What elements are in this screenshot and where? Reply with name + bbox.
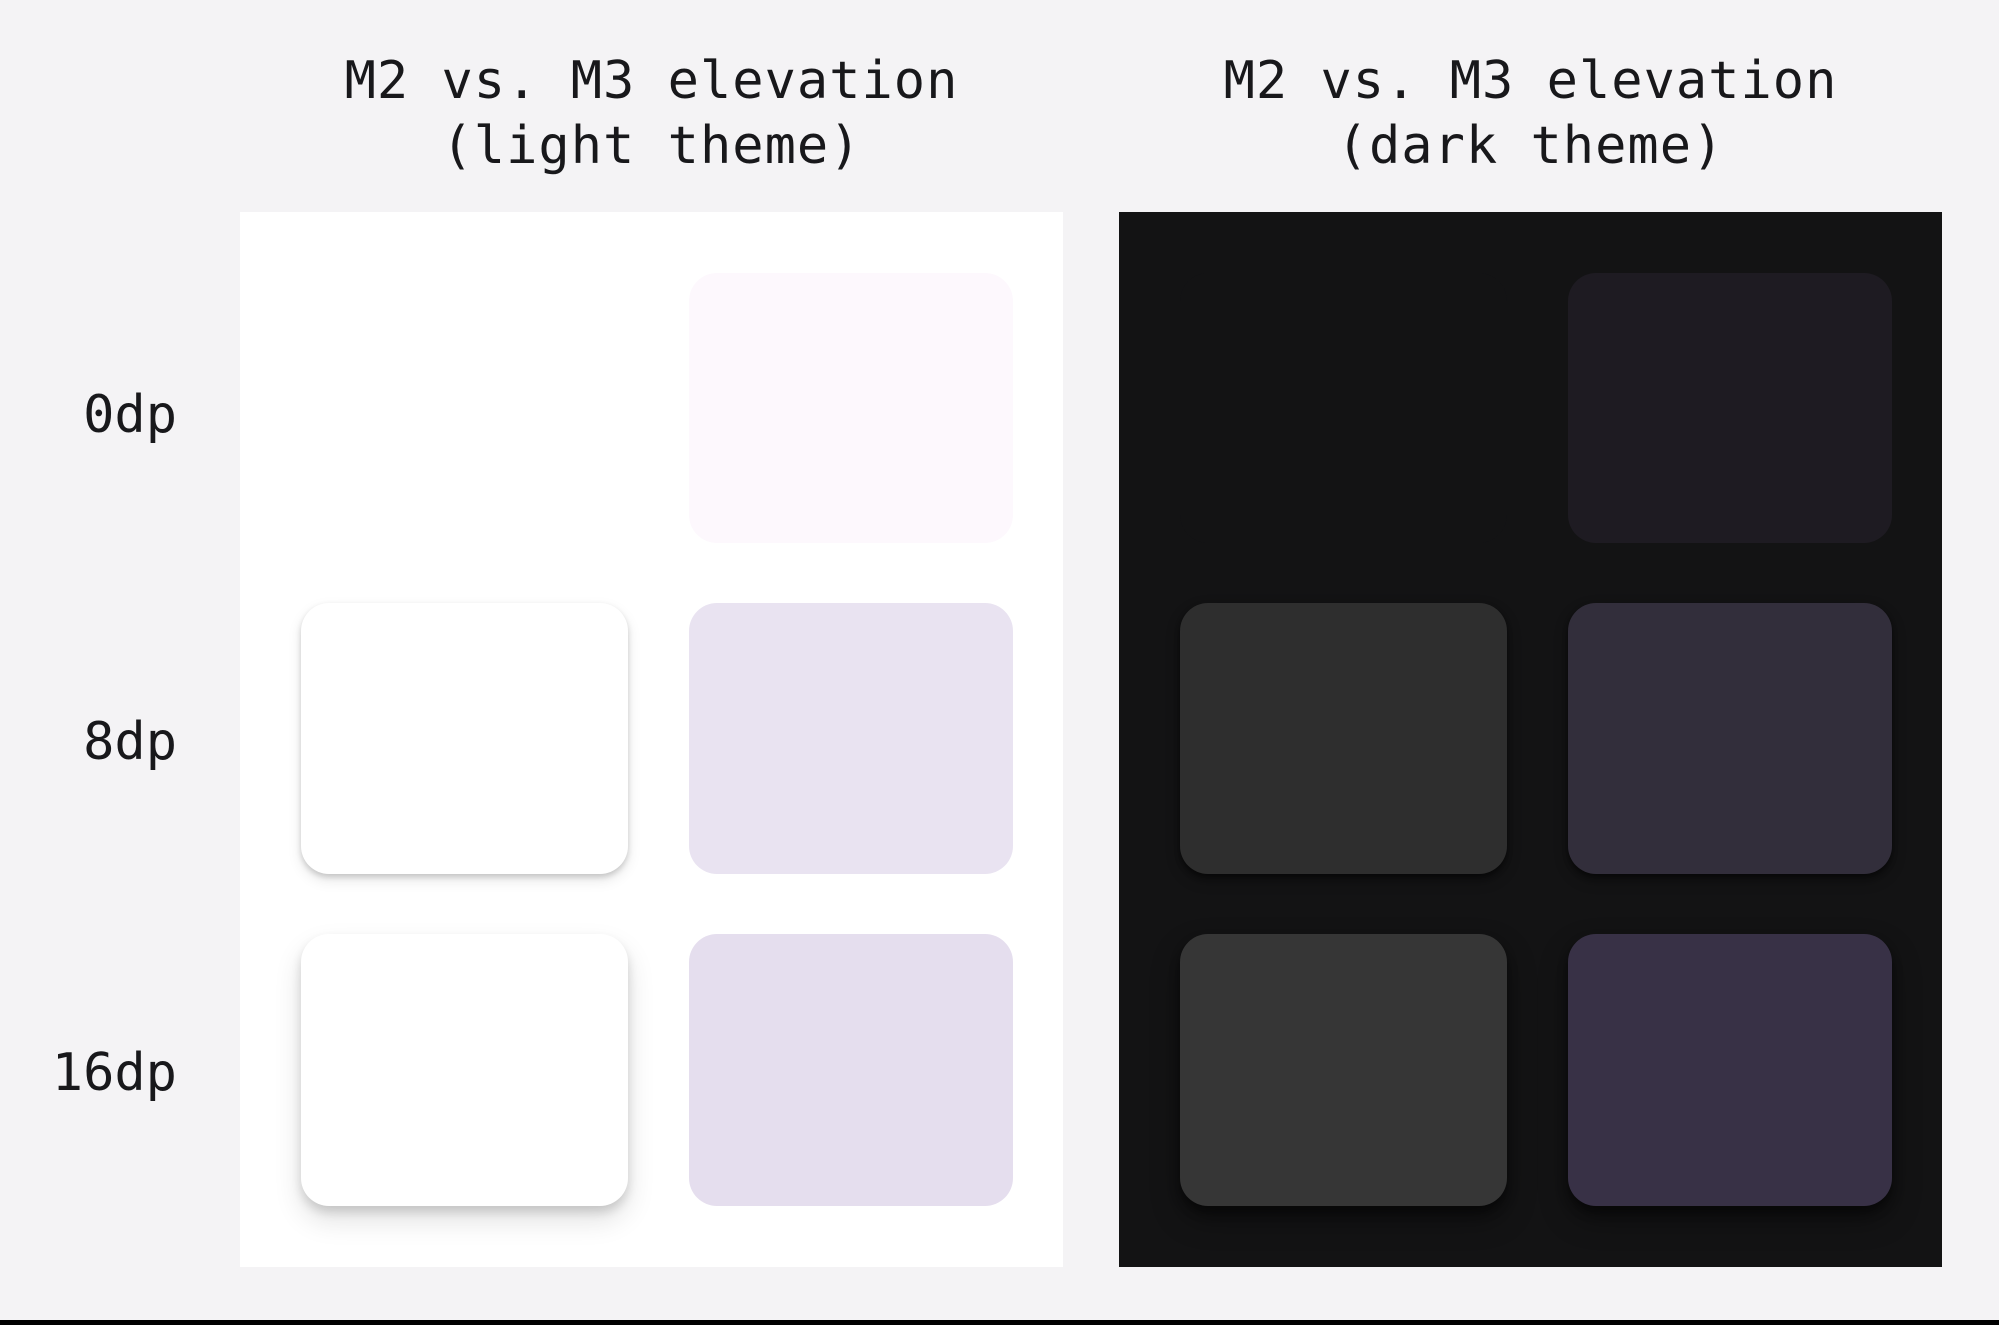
light-theme-title-line1: M2 vs. M3 elevation bbox=[344, 51, 959, 111]
row-label-8dp: 8dp bbox=[83, 712, 177, 772]
dark-theme-title: M2 vs. M3 elevation (dark theme) bbox=[1119, 49, 1942, 179]
light-m3-8dp-card bbox=[689, 603, 1013, 874]
dark-theme-title-line1: M2 vs. M3 elevation bbox=[1223, 51, 1838, 111]
dark-m2-8dp-card bbox=[1180, 603, 1507, 874]
light-m2-16dp-card bbox=[301, 934, 628, 1206]
row-label-16dp: 16dp bbox=[51, 1043, 177, 1103]
light-theme-title: M2 vs. M3 elevation (light theme) bbox=[240, 49, 1063, 179]
dark-theme-panel bbox=[1119, 212, 1942, 1267]
light-m3-16dp-card bbox=[689, 934, 1013, 1206]
dark-m2-0dp-card bbox=[1180, 273, 1507, 543]
light-m3-0dp-card bbox=[689, 273, 1013, 543]
dark-m3-8dp-card bbox=[1568, 603, 1892, 874]
light-theme-title-line2: (light theme) bbox=[441, 116, 862, 176]
light-m2-8dp-card bbox=[301, 603, 628, 874]
bottom-edge-bar bbox=[0, 1320, 1999, 1325]
light-theme-panel bbox=[240, 212, 1063, 1267]
light-m2-0dp-card bbox=[301, 273, 628, 543]
dark-theme-title-line2: (dark theme) bbox=[1336, 116, 1725, 176]
dark-m3-16dp-card bbox=[1568, 934, 1892, 1206]
dark-m2-16dp-card bbox=[1180, 934, 1507, 1206]
row-label-0dp: 0dp bbox=[83, 385, 177, 445]
dark-m3-0dp-card bbox=[1568, 273, 1892, 543]
